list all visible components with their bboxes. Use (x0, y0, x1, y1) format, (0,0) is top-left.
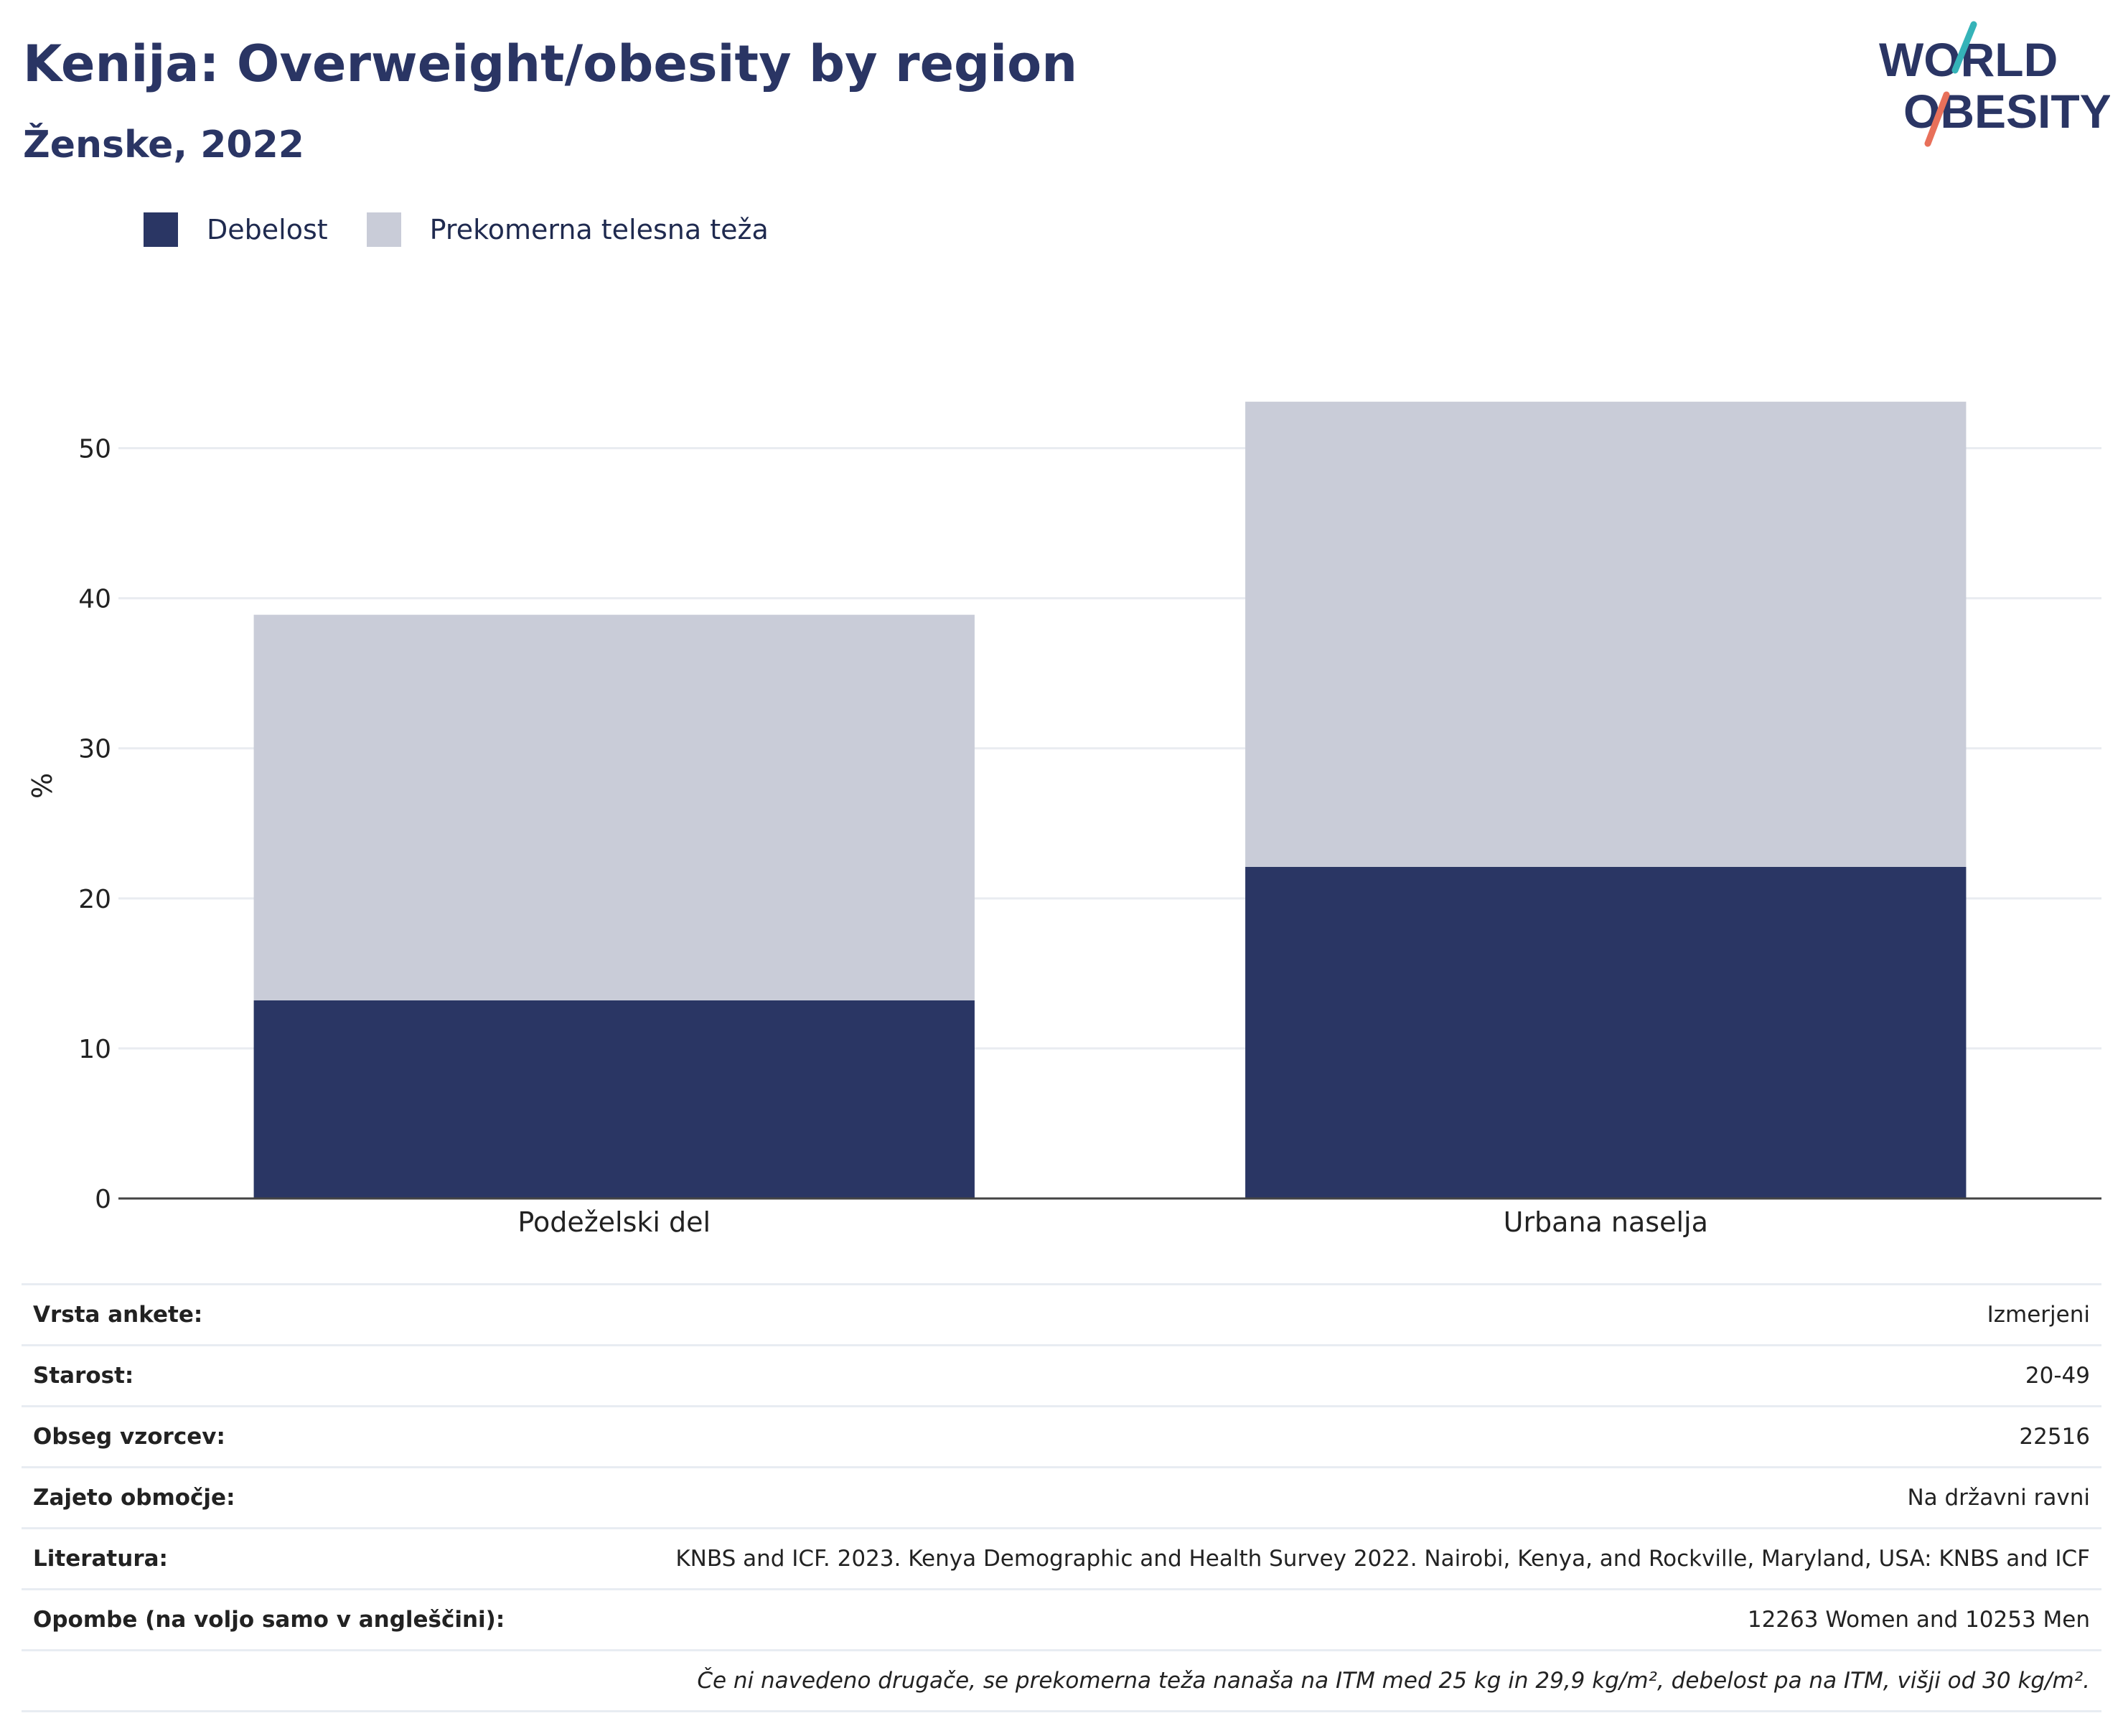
info-row-literature: Literatura: KNBS and ICF. 2023. Kenya De… (22, 1527, 2101, 1590)
info-value: 12263 Women and 10253 Men (554, 1588, 2101, 1651)
info-row-age: Starost: 20-49 (22, 1344, 2101, 1407)
info-value: Na državni ravni (554, 1466, 2101, 1529)
bar-prekomerna-0 (253, 614, 975, 1000)
chart-subtitle: Ženske, 2022 (23, 123, 304, 166)
legend-item-prekomerna[interactable]: Prekomerna telesna teža (366, 212, 769, 247)
info-value: Izmerjeni (554, 1283, 2101, 1346)
survey-info-table: Vrsta ankete: Izmerjeni Starost: 20-49 O… (22, 1283, 2101, 1712)
info-label: Literatura: (22, 1527, 555, 1590)
world-obesity-logo: WORLD OBESITY (1879, 21, 2110, 147)
info-label: Vrsta ankete: (22, 1283, 555, 1346)
stacked-bar-chart: 0 10 20 30 40 50 Podeželski del Urbana naselja% (27, 401, 2101, 1238)
y-tick-label: 50 (78, 435, 111, 464)
y-tick-label: 30 (78, 735, 111, 764)
x-tick-label: Urbana naselja (1504, 1206, 1708, 1238)
info-row-coverage: Zajeto območje: Na državni ravni (22, 1466, 2101, 1529)
chart-title: Kenija: Overweight/obesity by region (23, 34, 1078, 93)
bar-debelost-1 (1245, 866, 1967, 1198)
y-tick-label: 10 (78, 1035, 111, 1064)
legend-item-debelost[interactable]: Debelost (144, 212, 328, 247)
info-label: Zajeto območje: (22, 1466, 555, 1529)
footnote: Če ni navedeno drugače, se prekomerna te… (22, 1649, 2101, 1712)
y-axis-label: % (27, 773, 58, 799)
legend-label-prekomerna: Prekomerna telesna teža (429, 214, 769, 245)
info-value: KNBS and ICF. 2023. Kenya Demographic an… (554, 1527, 2101, 1590)
info-value: 22516 (554, 1405, 2101, 1468)
info-row-notes: Opombe (na voljo samo v angleščini): 122… (22, 1588, 2101, 1651)
info-label: Opombe (na voljo samo v angleščini): (22, 1588, 555, 1651)
legend-swatch-debelost (144, 212, 178, 247)
x-tick-label: Podeželski del (517, 1206, 711, 1238)
y-tick-label: 40 (78, 585, 111, 614)
info-row-sample-size: Obseg vzorcev: 22516 (22, 1405, 2101, 1468)
info-row-survey-type: Vrsta ankete: Izmerjeni (22, 1283, 2101, 1346)
y-tick-label: 20 (78, 885, 111, 914)
bar-prekomerna-1 (1245, 401, 1967, 867)
y-tick-label: 0 (95, 1185, 111, 1214)
info-value: 20-49 (554, 1344, 2101, 1407)
legend-label-debelost: Debelost (207, 214, 328, 245)
info-row-footnote: Če ni navedeno drugače, se prekomerna te… (22, 1649, 2101, 1712)
chart-legend: Debelost Prekomerna telesna teža (144, 212, 807, 247)
info-label: Starost: (22, 1344, 555, 1407)
bar-debelost-0 (253, 1000, 975, 1198)
info-label: Obseg vzorcev: (22, 1405, 555, 1468)
legend-swatch-prekomerna (366, 212, 401, 247)
